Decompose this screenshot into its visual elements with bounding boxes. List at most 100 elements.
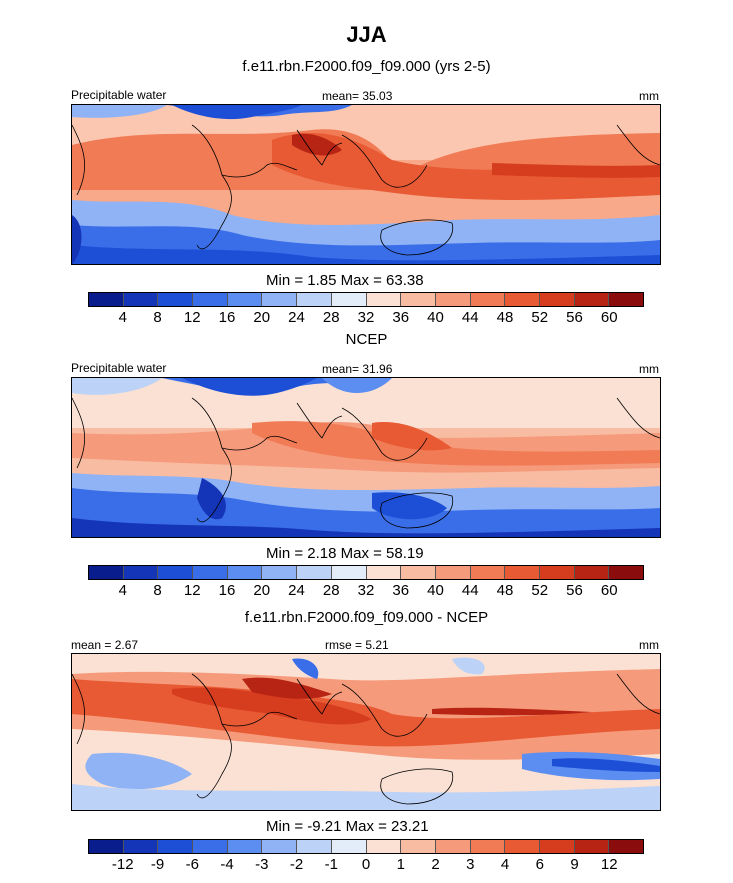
panel1-colorbar-ticks: 4 8 12 16 20 24 28 32 36 40 44 48 52 56 60 xyxy=(88,309,644,327)
colorbar-swatch-14 xyxy=(574,566,610,579)
colorbar-tick-label: 44 xyxy=(461,582,479,599)
colorbar-tick-label: 48 xyxy=(496,582,514,599)
panel3-map-svg xyxy=(72,654,660,810)
panel2-mean-label: mean= 31.96 xyxy=(322,362,393,376)
colorbar-tick-label: 24 xyxy=(288,309,305,326)
panel3-mean-label: mean = 2.67 xyxy=(71,638,139,652)
colorbar-swatch-0 xyxy=(89,840,124,853)
colorbar-tick-label: -4 xyxy=(220,856,234,873)
colorbar-swatch-6 xyxy=(297,566,332,579)
colorbar-swatch-14 xyxy=(574,840,610,853)
colorbar-swatch-11 xyxy=(470,840,506,853)
panel2-units-label: mm xyxy=(639,362,659,376)
colorbar-tick-label: 1 xyxy=(396,856,405,873)
colorbar-swatch-8 xyxy=(366,566,402,579)
colorbar-swatch-15 xyxy=(609,840,643,853)
colorbar-tick-label: 44 xyxy=(461,309,479,326)
colorbar-tick-label: 12 xyxy=(600,856,618,873)
colorbar-tick-label: 40 xyxy=(427,582,444,599)
panel2-subtitle: NCEP xyxy=(345,331,388,348)
panel2-map xyxy=(71,377,661,538)
panel2-map-svg xyxy=(72,378,660,537)
colorbar-swatch-1 xyxy=(123,293,159,306)
colorbar-swatch-10 xyxy=(435,840,471,853)
colorbar-tick-label: 24 xyxy=(288,582,305,599)
panel3-minmax: Min = -9.21 Max = 23.21 xyxy=(266,818,429,835)
colorbar-tick-label: 60 xyxy=(600,309,618,326)
colorbar-swatch-13 xyxy=(539,566,575,579)
panel2-colorbar-ticks: 4 8 12 16 20 24 28 32 36 40 44 48 52 56 60 xyxy=(88,582,644,600)
colorbar-tick-label: 40 xyxy=(427,309,444,326)
colorbar-swatch-12 xyxy=(505,566,540,579)
colorbar-tick-label: -3 xyxy=(255,856,269,873)
colorbar-tick-label: 32 xyxy=(357,309,375,326)
colorbar-swatch-11 xyxy=(470,293,506,306)
colorbar-swatch-8 xyxy=(366,293,402,306)
colorbar-swatch-9 xyxy=(401,293,436,306)
colorbar-tick-label: 52 xyxy=(531,309,549,326)
panel1-map xyxy=(71,104,661,265)
colorbar-tick-label: 28 xyxy=(322,582,340,599)
colorbar-swatch-12 xyxy=(505,293,540,306)
colorbar-tick-label: -6 xyxy=(185,856,199,873)
panel1-minmax: Min = 1.85 Max = 63.38 xyxy=(266,272,424,289)
colorbar-tick-label: -9 xyxy=(150,856,165,873)
colorbar-tick-label: 28 xyxy=(322,309,340,326)
colorbar-tick-label: 4 xyxy=(118,582,127,599)
colorbar-tick-label: 8 xyxy=(153,582,162,599)
colorbar-swatch-14 xyxy=(574,293,610,306)
panel1-colorbar xyxy=(88,292,644,307)
colorbar-tick-label: -1 xyxy=(324,856,338,873)
panel3-colorbar xyxy=(88,839,644,854)
panel2-variable-label: Precipitable water xyxy=(71,361,167,375)
panel3-units-label: mm xyxy=(639,638,659,652)
colorbar-swatch-3 xyxy=(193,293,228,306)
colorbar-swatch-5 xyxy=(262,840,298,853)
colorbar-tick-label: 0 xyxy=(361,856,371,873)
colorbar-tick-label: 3 xyxy=(466,856,475,873)
colorbar-tick-label: 36 xyxy=(392,582,410,599)
colorbar-tick-label: 20 xyxy=(253,582,271,599)
colorbar-swatch-12 xyxy=(505,840,540,853)
colorbar-tick-label: 12 xyxy=(183,582,201,599)
panel3-map xyxy=(71,653,661,811)
colorbar-swatch-0 xyxy=(89,293,124,306)
colorbar-swatch-4 xyxy=(227,566,263,579)
panel3-colorbar-ticks: -12 -9 -6 -4 -3 -2 -1 0 1 2 3 4 6 9 12 xyxy=(88,856,644,874)
colorbar-tick-label: 2 xyxy=(431,856,440,873)
colorbar-tick-label: 56 xyxy=(566,309,583,326)
colorbar-swatch-2 xyxy=(158,566,194,579)
colorbar-swatch-13 xyxy=(539,293,575,306)
colorbar-swatch-4 xyxy=(227,840,263,853)
colorbar-tick-label: 12 xyxy=(183,309,201,326)
panel1-mean-label: mean= 35.03 xyxy=(322,89,393,103)
colorbar-swatch-9 xyxy=(401,566,436,579)
colorbar-swatch-15 xyxy=(609,566,643,579)
colorbar-tick-label: 36 xyxy=(392,309,410,326)
colorbar-tick-label: 52 xyxy=(531,582,549,599)
colorbar-swatch-13 xyxy=(539,840,575,853)
colorbar-swatch-6 xyxy=(297,840,332,853)
panel2-minmax: Min = 2.18 Max = 58.19 xyxy=(266,545,424,562)
colorbar-swatch-2 xyxy=(158,840,194,853)
colorbar-tick-label: 4 xyxy=(500,856,510,873)
panel2-colorbar xyxy=(88,565,644,580)
panel1-subtitle: f.e11.rbn.F2000.f09_f09.000 (yrs 2-5) xyxy=(242,58,491,75)
colorbar-swatch-10 xyxy=(435,566,471,579)
colorbar-swatch-15 xyxy=(609,293,643,306)
colorbar-swatch-2 xyxy=(158,293,194,306)
colorbar-tick-label: 60 xyxy=(600,582,618,599)
panel3-subtitle: f.e11.rbn.F2000.f09_f09.000 - NCEP xyxy=(244,609,489,626)
panel1-units-label: mm xyxy=(639,89,659,103)
colorbar-swatch-9 xyxy=(401,840,436,853)
colorbar-swatch-0 xyxy=(89,566,124,579)
panel3-rmse-label: rmse = 5.21 xyxy=(325,638,389,652)
colorbar-swatch-7 xyxy=(331,840,367,853)
colorbar-tick-label: 16 xyxy=(218,309,236,326)
colorbar-tick-label: 6 xyxy=(535,856,544,873)
colorbar-swatch-1 xyxy=(123,566,159,579)
colorbar-swatch-6 xyxy=(297,293,332,306)
colorbar-tick-label: 20 xyxy=(253,309,271,326)
colorbar-swatch-7 xyxy=(331,293,367,306)
colorbar-tick-label: 16 xyxy=(218,582,236,599)
